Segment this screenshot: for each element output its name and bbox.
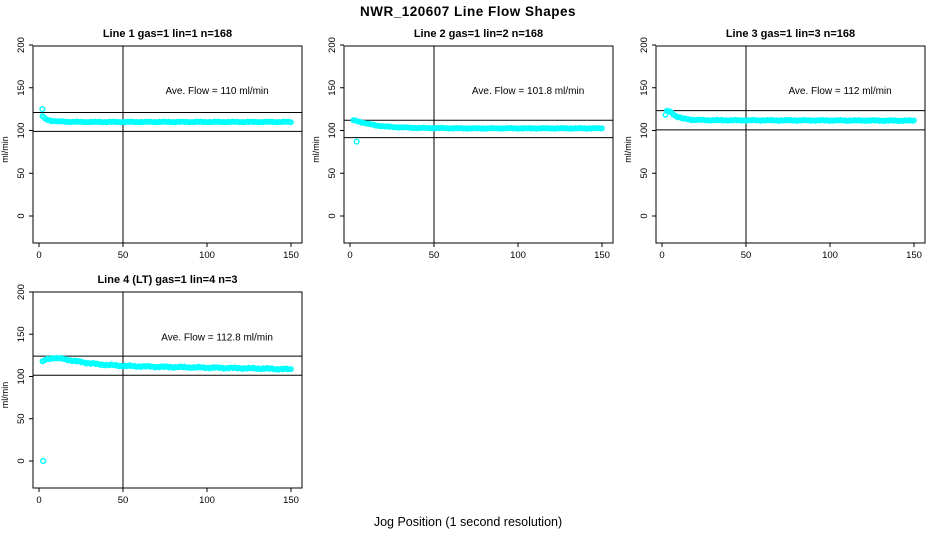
- ave-flow-annotation: Ave. Flow = 101.8 ml/min: [472, 86, 584, 97]
- plot-box: [655, 45, 926, 244]
- ave-flow-annotation: Ave. Flow = 110 ml/min: [165, 86, 268, 97]
- y-axis-title: ml/min: [0, 382, 10, 409]
- x-axis: 0 50 100 150: [659, 243, 922, 261]
- flow-point: [288, 119, 294, 126]
- y-tick-label: 50: [639, 168, 650, 179]
- y-tick-label: 150: [327, 80, 338, 96]
- y-tick-label: 200: [639, 37, 650, 53]
- y-tick-label: 50: [327, 168, 338, 179]
- plot-box: [343, 45, 614, 244]
- subplot-line-2: 0 50 100 150 0 50 100 150 200 ml/min Line 2 gas=1 …: [311, 28, 614, 261]
- plot-box: [32, 291, 303, 489]
- y-tick-label: 150: [16, 326, 27, 342]
- outlier-point: [353, 138, 360, 145]
- data-points: [39, 105, 294, 126]
- ave-flow-annotation: Ave. Flow = 112 ml/min: [788, 86, 891, 97]
- x-tick-label: 0: [347, 250, 352, 261]
- outlier-point: [40, 457, 47, 465]
- flow-point: [911, 117, 917, 124]
- x-tick-label: 150: [283, 495, 299, 506]
- x-tick-label: 0: [36, 250, 41, 261]
- y-tick-label: 100: [327, 123, 338, 139]
- plot-box: [32, 45, 303, 244]
- x-tick-label: 100: [822, 250, 838, 261]
- x-tick-label: 0: [36, 495, 41, 506]
- y-axis-title: ml/min: [623, 136, 633, 163]
- x-axis: 0 50 100 150: [36, 243, 299, 261]
- x-tick-label: 50: [118, 495, 129, 506]
- data-points: [350, 117, 605, 145]
- y-tick-label: 50: [16, 413, 27, 424]
- chart-main-title: NWR_120607 Line Flow Shapes: [359, 4, 577, 19]
- subplot-line-1: 0 50 100 150 0 50 100 150 200 ml/min Line 1 gas=1 …: [0, 28, 303, 261]
- x-tick-label: 50: [741, 250, 752, 261]
- x-tick-label: 0: [659, 250, 664, 261]
- y-tick-label: 100: [639, 123, 650, 139]
- y-tick-label: 100: [16, 369, 27, 385]
- y-tick-label: 200: [16, 284, 27, 300]
- x-axis-global-label: Jog Position (1 second resolution): [373, 515, 563, 529]
- y-axis: 0 50 100 150 200 ml/min: [623, 37, 656, 219]
- x-axis: 0 50 100 150: [36, 488, 299, 506]
- y-tick-label: 0: [327, 213, 338, 218]
- y-tick-label: 200: [16, 37, 27, 53]
- y-axis-title: ml/min: [311, 136, 321, 163]
- x-tick-label: 150: [594, 250, 610, 261]
- x-tick-label: 150: [906, 250, 922, 261]
- subplot-title: Line 2 gas=1 lin=2 n=168: [414, 28, 543, 40]
- y-tick-label: 0: [639, 213, 650, 218]
- y-axis-title: ml/min: [0, 136, 10, 163]
- subplot-line-3: 0 50 100 150 0 50 100 150 200 ml/min Line 3 gas=1 …: [623, 28, 926, 261]
- x-axis: 0 50 100 150: [347, 243, 610, 261]
- y-tick-label: 150: [639, 80, 650, 96]
- data-points: [662, 107, 917, 125]
- outlier-point: [39, 105, 46, 113]
- subplot-title: Line 3 gas=1 lin=3 n=168: [726, 28, 855, 40]
- y-axis: 0 50 100 150 200 ml/min: [0, 284, 33, 464]
- y-tick-label: 50: [16, 168, 27, 179]
- x-tick-label: 50: [118, 250, 129, 261]
- y-tick-label: 200: [327, 37, 338, 53]
- y-tick-label: 150: [16, 80, 27, 96]
- y-axis: 0 50 100 150 200 ml/min: [311, 37, 344, 219]
- x-tick-label: 100: [510, 250, 526, 261]
- subplot-title: Line 4 (LT) gas=1 lin=4 n=3: [97, 274, 237, 286]
- y-tick-label: 0: [16, 458, 27, 463]
- x-tick-label: 100: [199, 250, 215, 261]
- y-tick-label: 100: [16, 123, 27, 139]
- x-tick-label: 50: [429, 250, 440, 261]
- subplot-line-4: 0 50 100 150 0 50 100 150 200 ml/min Line 4 (LT) g…: [0, 274, 303, 506]
- flow-point: [288, 366, 294, 372]
- y-axis: 0 50 100 150 200 ml/min: [0, 37, 33, 219]
- y-tick-label: 0: [16, 213, 27, 218]
- data-points: [39, 354, 294, 465]
- flow-point: [599, 125, 605, 132]
- x-tick-label: 150: [283, 250, 299, 261]
- subplot-title: Line 1 gas=1 lin=1 n=168: [103, 28, 232, 40]
- ave-flow-annotation: Ave. Flow = 112.8 ml/min: [161, 333, 273, 344]
- x-tick-label: 100: [199, 495, 215, 506]
